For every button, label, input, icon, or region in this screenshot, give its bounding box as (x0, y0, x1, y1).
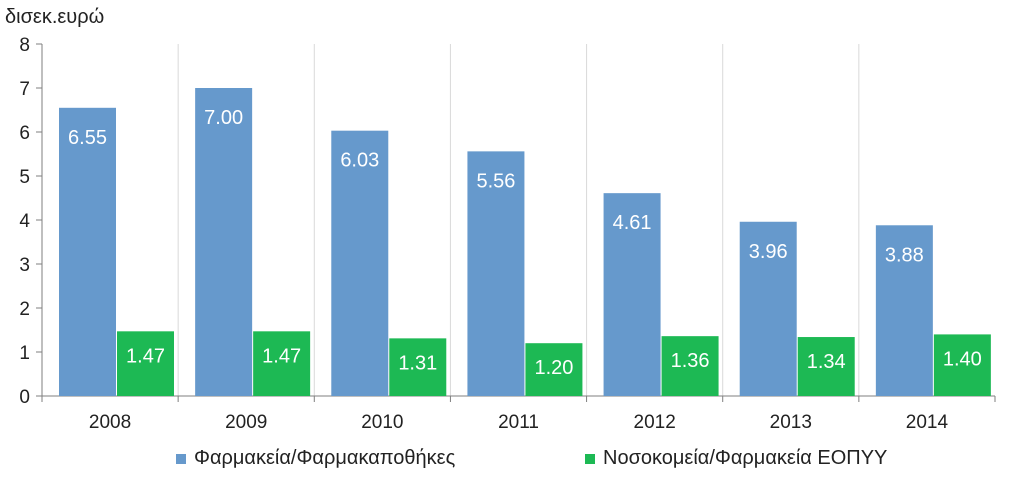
x-tick-label: 2010 (361, 412, 403, 433)
bar-hospitals (389, 338, 447, 396)
bar-pharmacies (875, 225, 933, 396)
data-label: 4.61 (613, 212, 652, 234)
legend-swatch-series-1 (176, 453, 186, 464)
x-tick-label: 2012 (634, 412, 676, 433)
legend-item-series-2: Νοσοκομεία/Φαρμακεία ΕΟΠΥΥ (585, 447, 887, 470)
data-label: 1.20 (534, 357, 573, 379)
data-label: 1.31 (398, 352, 437, 374)
bar-hospitals (797, 337, 855, 396)
x-tick-label: 2013 (770, 412, 812, 433)
bar-pharmacies (195, 88, 253, 396)
bar-pharmacies (603, 193, 661, 396)
data-label: 3.88 (885, 244, 924, 266)
bar-hospitals (525, 343, 583, 396)
data-label: 1.47 (262, 345, 301, 367)
bar-pharmacies (739, 221, 797, 396)
bar-hospitals (117, 331, 174, 396)
legend-label-series-2: Νοσοκομεία/Φαρμακεία ΕΟΠΥΥ (603, 447, 888, 469)
x-tick-label: 2009 (225, 412, 267, 433)
bar-hospitals (933, 334, 991, 396)
data-label: 7.00 (204, 107, 243, 129)
bar-pharmacies (467, 151, 525, 396)
legend-label-series-1: Φαρμακεία/Φαρμακαποθήκες (194, 447, 456, 469)
bar-hospitals (253, 331, 311, 396)
y-axis-unit-label: δισεκ.ευρώ (5, 6, 105, 28)
legend-swatch-series-2 (585, 453, 595, 464)
bar-pharmacies (59, 107, 116, 397)
data-label: 6.03 (340, 150, 379, 172)
legend-item-series-1: Φαρμακεία/Φαρμακαποθήκες (176, 447, 455, 470)
data-label: 3.96 (749, 241, 788, 263)
y-tick-label: 3 (19, 255, 30, 276)
data-label: 1.34 (807, 351, 846, 373)
x-tick-label: 2011 (498, 412, 539, 433)
y-tick-label: 6 (19, 123, 30, 144)
y-tick-label: 8 (19, 35, 30, 56)
data-label: 6.55 (68, 127, 107, 149)
y-tick-label: 1 (19, 343, 30, 364)
y-tick-label: 7 (19, 79, 30, 100)
data-label: 1.47 (126, 345, 165, 367)
x-tick-label: 2008 (89, 412, 131, 433)
bar-hospitals (661, 336, 719, 396)
y-tick-label: 5 (19, 167, 30, 188)
bar-pharmacies (331, 130, 389, 396)
data-label: 1.40 (943, 348, 982, 370)
y-tick-label: 2 (19, 299, 30, 320)
data-label: 5.56 (476, 170, 515, 192)
y-tick-label: 0 (19, 387, 30, 408)
x-tick-label: 2014 (906, 412, 949, 433)
data-label: 1.36 (671, 350, 710, 372)
y-tick-label: 4 (19, 211, 30, 232)
